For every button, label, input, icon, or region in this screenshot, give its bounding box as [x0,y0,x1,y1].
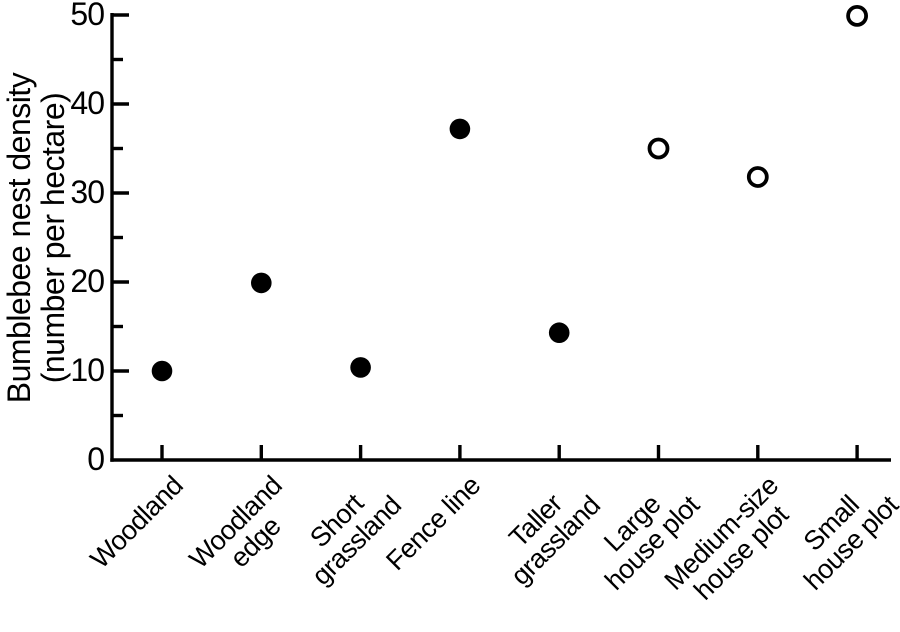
y-axis-tick-label: 20 [70,262,105,299]
y-axis-tick-label: 50 [70,0,105,32]
data-point-filled [350,357,371,378]
y-axis-tick-label: 30 [70,173,105,210]
y-axis-tick-label: 40 [70,84,105,121]
data-point-filled [151,360,173,382]
data-point-filled [250,272,272,294]
data-point-filled [548,322,570,344]
data-point-open [647,137,670,160]
y-axis-tick-label: 10 [70,351,105,388]
data-point-open [746,166,769,188]
data-point-filled [449,118,471,140]
y-axis-title: Bumblebee nest density (number per hecta… [0,72,71,404]
data-point-open [846,4,868,27]
y-axis-tick-label: 0 [87,440,105,477]
